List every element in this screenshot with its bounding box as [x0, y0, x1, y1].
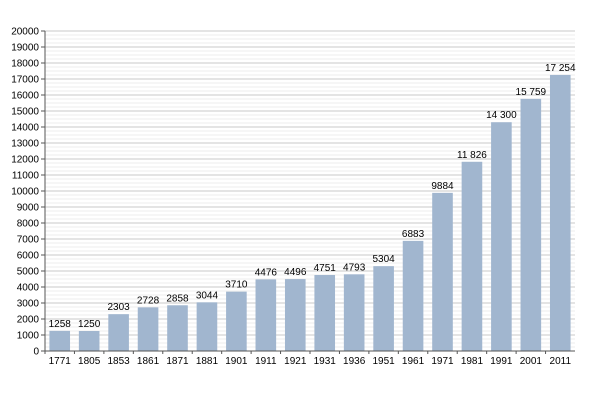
bar-1861 [137, 307, 159, 351]
x-tick-label-1936: 1936 [343, 356, 366, 367]
bar-1871 [167, 305, 188, 351]
bar-1931 [314, 274, 336, 351]
bar-1936 [343, 274, 365, 351]
data-label-1961: 6883 [402, 229, 425, 240]
y-tick-label: 7000 [17, 235, 40, 246]
bar-1961 [402, 240, 424, 351]
x-tick-label-1805: 1805 [78, 356, 101, 367]
x-tick-label-1853: 1853 [107, 356, 130, 367]
data-label-1991: 14 300 [486, 110, 517, 121]
y-tick-label: 14000 [11, 123, 39, 134]
data-label-1853: 2303 [107, 302, 130, 313]
y-tick-label: 18000 [11, 59, 39, 70]
x-tick-label-1881: 1881 [196, 356, 219, 367]
x-tick-label-1771: 1771 [49, 356, 72, 367]
bar-2001 [520, 98, 542, 351]
y-tick-label: 19000 [11, 43, 39, 54]
data-label-1901: 3710 [225, 280, 248, 291]
data-labels: 1258 1250 2303 2728 2858 3044 3710 4476 4496 4751… [49, 63, 576, 330]
x-tick-label-1991: 1991 [490, 356, 513, 367]
data-label-1861: 2728 [137, 295, 160, 306]
x-tick-label-2011: 2011 [550, 356, 572, 367]
axes [41, 30, 575, 354]
bar-1971 [432, 192, 453, 351]
data-label-1881: 3044 [196, 290, 219, 301]
bar-2011 [549, 74, 571, 351]
bar-1805 [78, 331, 100, 351]
data-label-1936: 4793 [343, 262, 366, 273]
y-tick-label: 8000 [17, 219, 40, 230]
data-label-1921: 4496 [284, 267, 307, 278]
data-label-1871: 2858 [166, 293, 189, 304]
data-label-1931: 4751 [314, 263, 337, 274]
x-tick-labels: 1771 1805 1853 1861 1871 1881 1901 1911 1921 1931… [49, 356, 572, 367]
x-tick-label-1861: 1861 [137, 356, 160, 367]
bar-1991 [491, 122, 512, 351]
y-tick-label: 2000 [17, 315, 40, 326]
y-tick-labels: 0 1000 2000 3000 4000 5000 6000 7000 8000 9000 100… [11, 27, 39, 358]
y-tick-label: 0 [33, 347, 39, 358]
bar-1911 [255, 279, 277, 351]
y-tick-label: 4000 [17, 283, 40, 294]
bar-1981 [461, 161, 483, 351]
x-tick-label-1901: 1901 [225, 356, 248, 367]
x-tick-label-1911: 1911 [255, 356, 277, 367]
bar-1951 [373, 266, 394, 351]
data-label-2001: 15 759 [516, 87, 547, 98]
data-label-1805: 1250 [78, 319, 101, 330]
y-tick-label: 10000 [11, 187, 39, 198]
x-tick-label-1871: 1871 [166, 356, 189, 367]
x-tick-label-1971: 1971 [431, 356, 454, 367]
x-tick-label-1981: 1981 [461, 356, 484, 367]
data-label-1971: 9884 [431, 181, 454, 192]
y-tick-label: 16000 [11, 91, 39, 102]
x-tick-label-1951: 1951 [372, 356, 395, 367]
bar-1881 [196, 302, 218, 351]
y-tick-label: 13000 [11, 139, 39, 150]
y-tick-label: 3000 [17, 299, 40, 310]
bar-1921 [284, 279, 306, 351]
x-tick-label-2001: 2001 [520, 356, 543, 367]
y-tick-label: 20000 [11, 27, 39, 38]
x-tick-label-1931: 1931 [314, 356, 337, 367]
data-label-1911: 4476 [255, 267, 278, 278]
bar-1901 [226, 291, 247, 351]
bars [49, 74, 571, 351]
x-tick-label-1961: 1961 [402, 356, 425, 367]
data-label-2011: 17 254 [545, 63, 576, 74]
y-tick-label: 17000 [11, 75, 39, 86]
y-tick-label: 12000 [11, 155, 39, 166]
bar-1853 [108, 314, 129, 351]
data-label-1951: 5304 [372, 254, 395, 265]
y-tick-label: 15000 [11, 107, 39, 118]
data-label-1981: 11 826 [457, 150, 487, 161]
bar-1771 [49, 330, 71, 351]
y-tick-label: 6000 [17, 251, 40, 262]
y-tick-label: 1000 [17, 331, 40, 342]
y-tick-label: 5000 [17, 267, 40, 278]
data-label-1771: 1258 [49, 319, 72, 330]
y-tick-label: 9000 [17, 203, 40, 214]
x-tick-label-1921: 1921 [284, 356, 307, 367]
y-tick-label: 11000 [12, 171, 40, 182]
